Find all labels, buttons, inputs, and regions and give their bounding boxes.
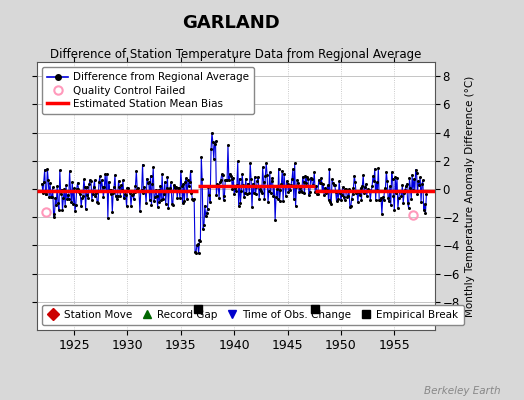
Text: GARLAND: GARLAND (182, 14, 279, 32)
Legend: Station Move, Record Gap, Time of Obs. Change, Empirical Break: Station Move, Record Gap, Time of Obs. C… (42, 305, 464, 325)
Text: Berkeley Earth: Berkeley Earth (424, 386, 500, 396)
Title: Difference of Station Temperature Data from Regional Average: Difference of Station Temperature Data f… (50, 48, 421, 61)
Y-axis label: Monthly Temperature Anomaly Difference (°C): Monthly Temperature Anomaly Difference (… (465, 75, 475, 317)
